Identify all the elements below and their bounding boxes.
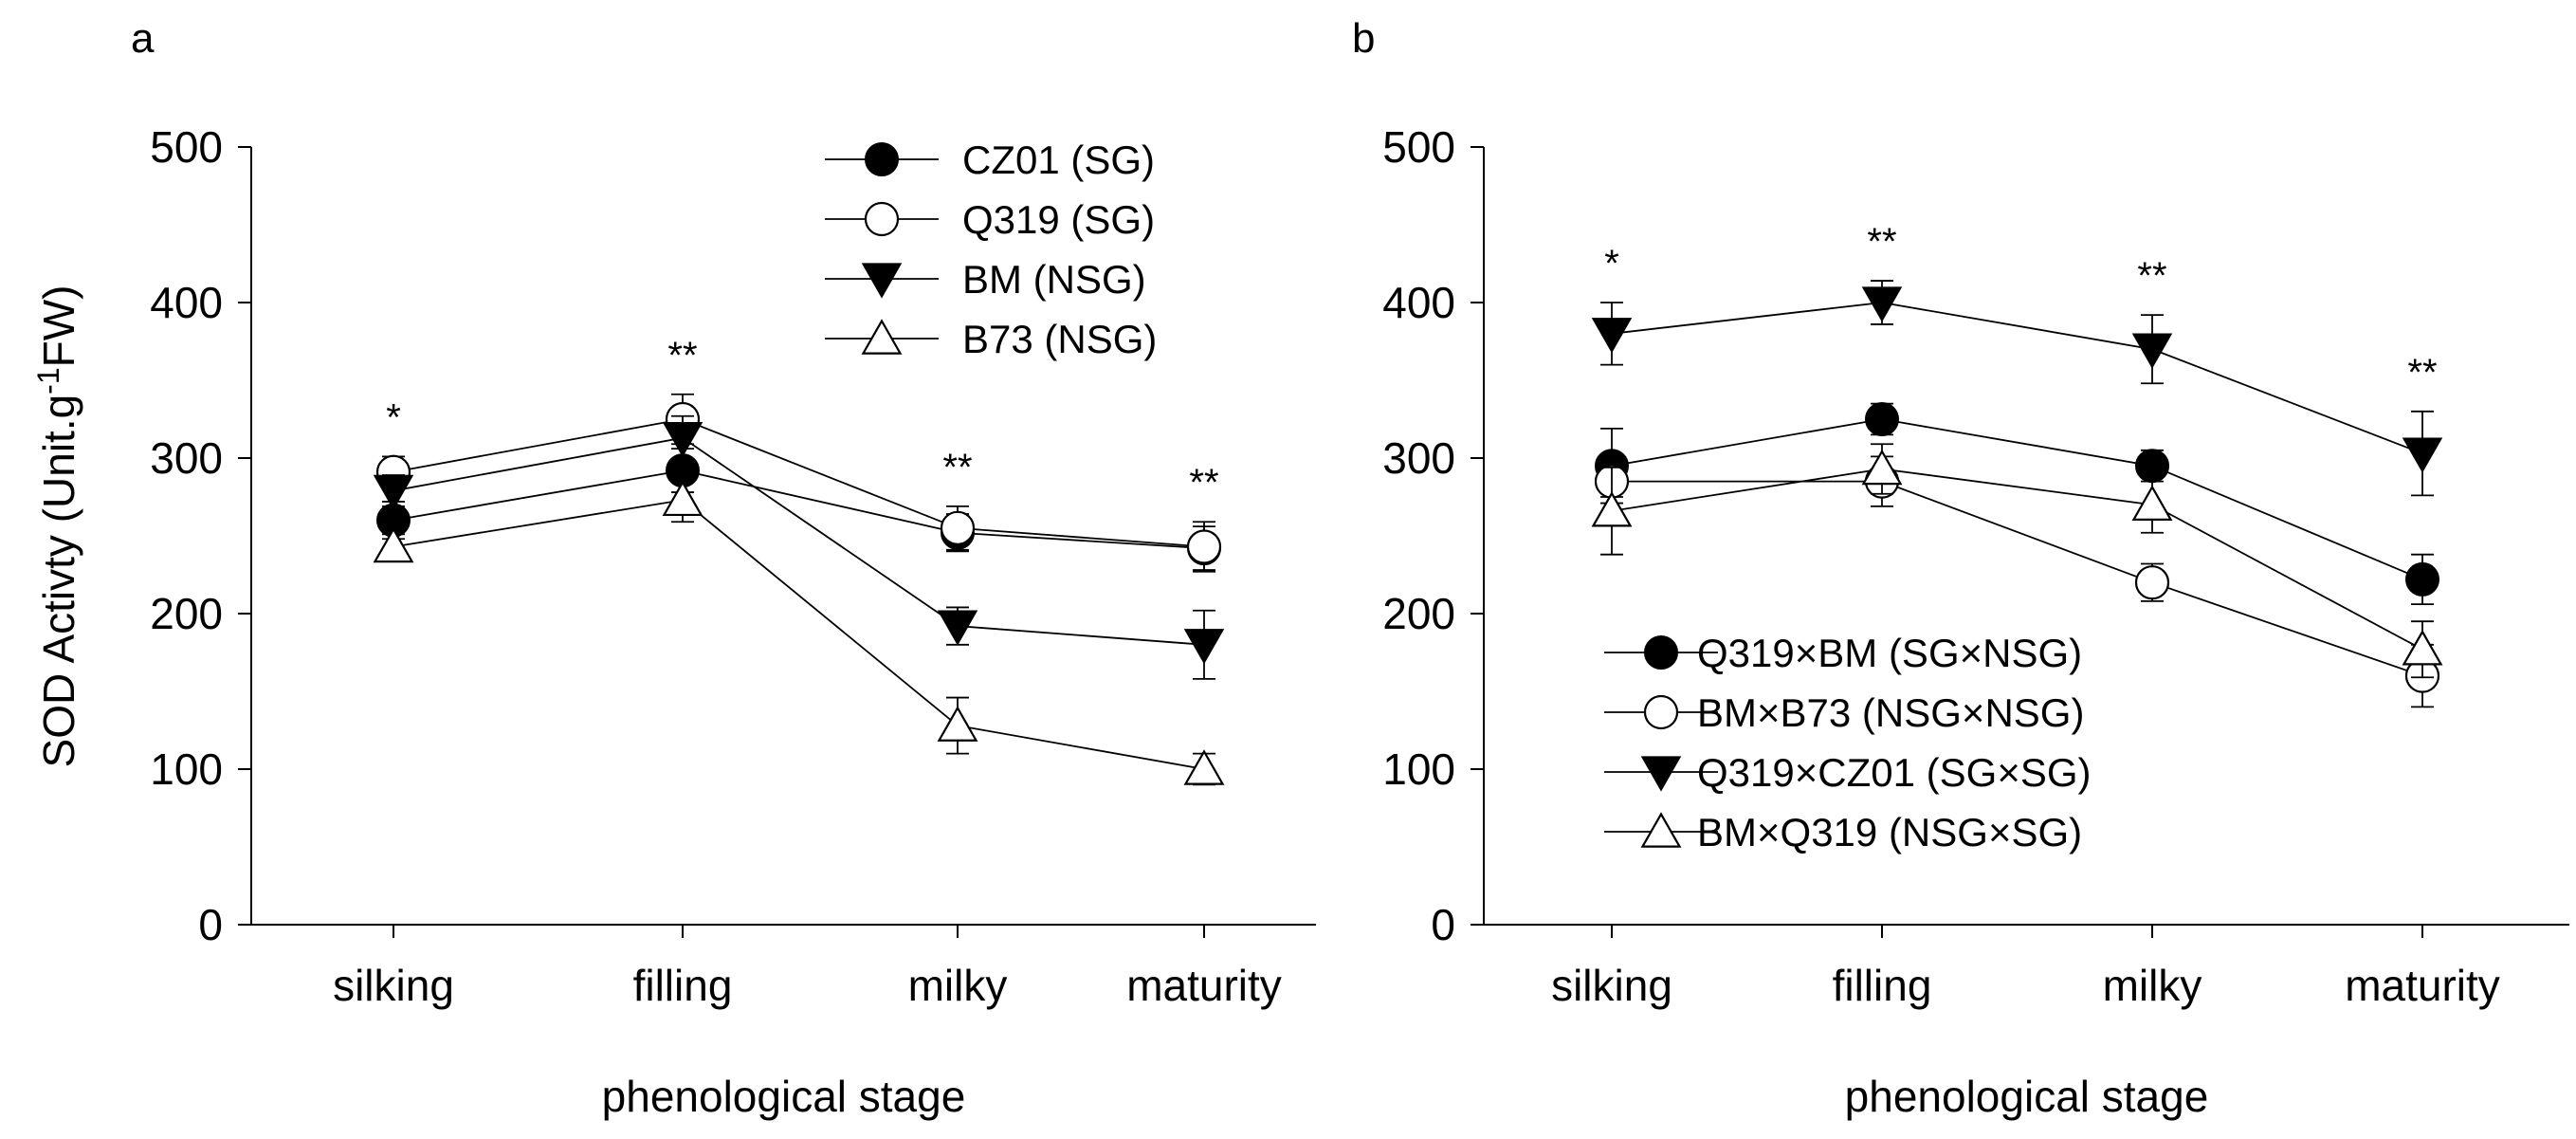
y-tick-label: 0: [1431, 900, 1455, 949]
y-axis-title-superscript: -1: [31, 367, 65, 394]
data-point: [373, 526, 414, 563]
data-point: [1183, 629, 1225, 665]
legend-label: BM×B73 (NSG×NSG): [1697, 690, 2084, 735]
data-point: [662, 480, 703, 517]
data-point: [2131, 333, 2173, 369]
data-point: [2131, 485, 2173, 521]
series-line: [1612, 480, 2423, 677]
legend: Q319×BM (SG×NSG) BM×B73 (NSG×NSG) Q319×CZ0…: [1604, 631, 2092, 854]
legend-label: B73 (NSG): [962, 317, 1157, 361]
legend-marker: [861, 319, 903, 355]
significance-mark: **: [667, 335, 697, 377]
data-point: [2402, 437, 2443, 473]
y-axis-title-suffix: FW): [34, 285, 83, 368]
legend-label: BM (NSG): [962, 257, 1146, 302]
series-3: [373, 477, 1225, 786]
legend-marker: [861, 263, 903, 299]
series-2: [1591, 280, 2443, 497]
x-tick-label: filling: [1833, 961, 1932, 1010]
series-line: [393, 436, 1205, 646]
data-point: [1591, 318, 1633, 354]
significance-mark: **: [2137, 255, 2166, 297]
series-line: [1611, 418, 2423, 580]
y-axis-title: SOD Activty (Unit.g-1FW): [31, 285, 83, 768]
x-tick-label: milky: [908, 961, 1008, 1010]
legend-label: Q319×BM (SG×NSG): [1697, 631, 2082, 675]
series-line: [1611, 302, 2423, 454]
x-tick-label: filling: [633, 961, 733, 1010]
series-line: [393, 469, 1205, 550]
data-point: [937, 706, 978, 742]
legend-label: Q319 (SG): [962, 197, 1155, 242]
significance-mark: **: [1189, 462, 1218, 504]
legend-marker: [1643, 694, 1679, 730]
y-axis-title-prefix: SOD Activty (Unit.g: [34, 395, 83, 768]
y-tick-label: 200: [150, 589, 223, 638]
significance-mark: **: [942, 447, 972, 488]
y-tick-label: 500: [150, 122, 223, 172]
legend-marker: [1640, 756, 1682, 792]
x-tick-label: silking: [333, 961, 454, 1010]
series-line: [393, 418, 1205, 548]
significance-mark: *: [1604, 243, 1619, 285]
panel-label: b: [1352, 15, 1375, 62]
significance-mark: **: [2407, 352, 2437, 394]
y-tick-label: 400: [150, 278, 223, 327]
y-tick-label: 200: [1382, 589, 1455, 638]
data-point: [1183, 749, 1225, 785]
y-tick-label: 0: [198, 900, 223, 949]
panel-b: b 0 100 200 300 400 500 silking filling milky matu…: [1352, 15, 2569, 1121]
x-tick-label: maturity: [2345, 961, 2500, 1010]
x-tick-label: milky: [2103, 961, 2202, 1010]
data-point: [2134, 565, 2170, 600]
legend-label: CZ01 (SG): [962, 138, 1155, 182]
legend: CZ01 (SG) Q319 (SG) BM (NSG) B73 (NSG): [825, 138, 1157, 361]
data-point: [2405, 561, 2439, 597]
x-axis-title: phenological stage: [1845, 1072, 2209, 1121]
series-line: [1611, 468, 2423, 651]
x-tick-label: silking: [1551, 961, 1672, 1010]
legend-marker: [1644, 635, 1678, 670]
data-point: [662, 422, 703, 458]
y-tick-label: 100: [150, 744, 223, 794]
legend-label: BM×Q319 (NSG×SG): [1697, 810, 2082, 854]
data-point: [1861, 449, 1903, 486]
data-point: [1865, 402, 1899, 436]
data-point: [937, 610, 978, 646]
data-point: [1861, 286, 1903, 322]
data-point: [940, 510, 976, 545]
y-tick-label: 400: [1382, 278, 1455, 327]
y-tick-label: 300: [150, 433, 223, 483]
significance-mark: *: [386, 396, 401, 438]
y-tick-label: 500: [1382, 122, 1455, 172]
legend-marker: [864, 201, 900, 237]
panel-label: a: [131, 15, 155, 62]
data-point: [373, 474, 414, 511]
series-0: [376, 448, 1221, 571]
series-0: [1595, 402, 2439, 606]
series-2: [373, 414, 1225, 680]
legend-label: Q319×CZ01 (SG×SG): [1697, 750, 2092, 795]
series-3: [1591, 443, 2443, 679]
significance-mark: **: [1867, 221, 1896, 263]
legend-marker: [1640, 812, 1682, 848]
data-point: [1591, 490, 1633, 527]
data-point: [1186, 529, 1222, 564]
legend-marker: [865, 142, 899, 176]
panel-a: a 0 100 200 300 400 500 silking filling milky matu…: [31, 15, 1316, 1121]
x-tick-label: maturity: [1126, 961, 1282, 1010]
x-axis-title: phenological stage: [602, 1072, 966, 1121]
data-point: [2402, 629, 2443, 666]
y-tick-label: 300: [1382, 433, 1455, 483]
y-tick-label: 100: [1382, 744, 1455, 794]
series-1: [375, 393, 1222, 573]
series-line: [393, 499, 1205, 770]
